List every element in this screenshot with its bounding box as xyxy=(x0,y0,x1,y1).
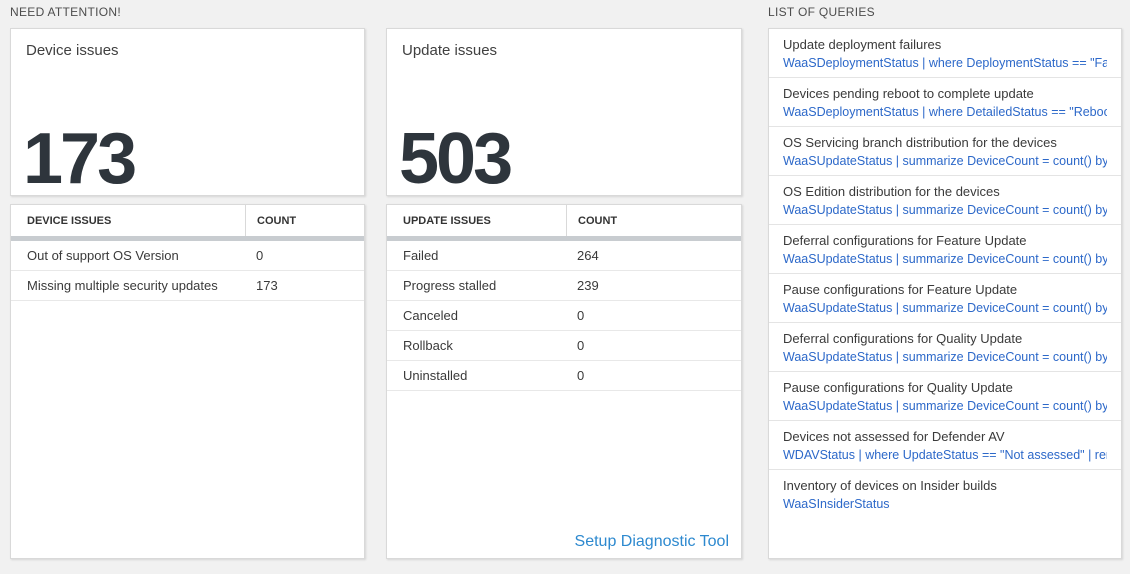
update-count-column-header: COUNT xyxy=(566,205,741,236)
device-issues-count: 173 xyxy=(23,118,137,199)
issue-label: Canceled xyxy=(403,308,458,323)
update-issues-card-title: Update issues xyxy=(402,42,498,59)
query-title: Deferral configurations for Feature Upda… xyxy=(783,233,1027,248)
issue-count: 0 xyxy=(256,248,264,263)
device-issues-column-header: DEVICE ISSUES xyxy=(27,214,112,227)
query-link[interactable]: WaaSUpdateStatus | summarize DeviceCount… xyxy=(783,154,1107,168)
query-link[interactable]: WaaSInsiderStatus xyxy=(783,497,890,511)
query-link[interactable]: WaaSUpdateStatus | summarize DeviceCount… xyxy=(783,399,1107,413)
query-title: Deferral configurations for Quality Upda… xyxy=(783,331,1023,346)
update-issues-card[interactable]: Update issues 503 xyxy=(386,28,742,196)
query-list-item[interactable]: Devices pending reboot to complete updat… xyxy=(769,78,1121,127)
device-issues-table-header: DEVICE ISSUES COUNT xyxy=(11,205,364,236)
table-row[interactable]: Out of support OS Version 0 xyxy=(11,241,364,271)
header-divider xyxy=(11,236,364,241)
query-list-item[interactable]: OS Servicing branch distribution for the… xyxy=(769,127,1121,176)
query-title: OS Servicing branch distribution for the… xyxy=(783,135,1057,150)
device-issues-card-title: Device issues xyxy=(26,42,119,59)
query-title: Pause configurations for Quality Update xyxy=(783,380,1013,395)
query-title: Devices pending reboot to complete updat… xyxy=(783,86,1034,101)
header-divider xyxy=(387,236,741,241)
query-title: Inventory of devices on Insider builds xyxy=(783,478,997,493)
issue-label: Missing multiple security updates xyxy=(27,278,218,293)
device-issues-rows: Out of support OS Version 0 Missing mult… xyxy=(11,241,364,301)
issue-label: Out of support OS Version xyxy=(27,248,179,263)
issue-label: Failed xyxy=(403,248,439,263)
query-link[interactable]: WaaSUpdateStatus | summarize DeviceCount… xyxy=(783,350,1107,364)
table-row[interactable]: Canceled 0 xyxy=(387,301,741,331)
device-issues-card[interactable]: Device issues 173 xyxy=(10,28,365,196)
query-title: Update deployment failures xyxy=(783,37,942,52)
issue-count: 173 xyxy=(256,278,278,293)
query-list-item[interactable]: Pause configurations for Quality Update … xyxy=(769,372,1121,421)
query-link[interactable]: WaaSUpdateStatus | summarize DeviceCount… xyxy=(783,252,1107,266)
query-list: Update deployment failures WaaSDeploymen… xyxy=(769,29,1121,518)
table-row[interactable]: Missing multiple security updates 173 xyxy=(11,271,364,301)
query-title: Devices not assessed for Defender AV xyxy=(783,429,1005,444)
query-title: Pause configurations for Feature Update xyxy=(783,282,1018,297)
issue-count: 264 xyxy=(577,248,599,263)
table-row[interactable]: Uninstalled 0 xyxy=(387,361,741,391)
issue-label: Progress stalled xyxy=(403,278,497,293)
update-issues-table: UPDATE ISSUES COUNT Failed 264 Progress … xyxy=(386,204,742,559)
list-of-queries-heading: LIST OF QUERIES xyxy=(768,5,875,19)
update-issues-count: 503 xyxy=(399,118,513,199)
queries-panel: Update deployment failures WaaSDeploymen… xyxy=(768,28,1122,559)
query-list-item[interactable]: Update deployment failures WaaSDeploymen… xyxy=(769,29,1121,78)
device-issues-table: DEVICE ISSUES COUNT Out of support OS Ve… xyxy=(10,204,365,559)
query-list-item[interactable]: Deferral configurations for Feature Upda… xyxy=(769,225,1121,274)
query-link[interactable]: WaaSUpdateStatus | summarize DeviceCount… xyxy=(783,203,1107,217)
issue-count: 0 xyxy=(577,368,585,383)
query-title: OS Edition distribution for the devices xyxy=(783,184,1000,199)
query-link[interactable]: WaaSUpdateStatus | summarize DeviceCount… xyxy=(783,301,1107,315)
table-row[interactable]: Progress stalled 239 xyxy=(387,271,741,301)
query-list-item[interactable]: Deferral configurations for Quality Upda… xyxy=(769,323,1121,372)
device-count-column-header: COUNT xyxy=(245,205,364,236)
table-row[interactable]: Failed 264 xyxy=(387,241,741,271)
query-link[interactable]: WaaSDeploymentStatus | where DetailedSta… xyxy=(783,105,1107,119)
query-link[interactable]: WaaSDeploymentStatus | where DeploymentS… xyxy=(783,56,1107,70)
setup-diagnostic-tool-link[interactable]: Setup Diagnostic Tool xyxy=(574,533,729,550)
query-list-item[interactable]: OS Edition distribution for the devices … xyxy=(769,176,1121,225)
update-issues-column-header: UPDATE ISSUES xyxy=(403,214,491,227)
query-list-item[interactable]: Devices not assessed for Defender AV WDA… xyxy=(769,421,1121,470)
issue-count: 0 xyxy=(577,338,585,353)
query-list-item[interactable]: Pause configurations for Feature Update … xyxy=(769,274,1121,323)
query-list-item[interactable]: Inventory of devices on Insider builds W… xyxy=(769,470,1121,518)
update-issues-rows: Failed 264 Progress stalled 239 Canceled… xyxy=(387,241,741,391)
issue-label: Uninstalled xyxy=(403,368,468,383)
issue-count: 0 xyxy=(577,308,585,323)
need-attention-heading: NEED ATTENTION! xyxy=(10,5,121,19)
issue-label: Rollback xyxy=(403,338,453,353)
query-link[interactable]: WDAVStatus | where UpdateStatus == "Not … xyxy=(783,448,1107,462)
update-issues-table-header: UPDATE ISSUES COUNT xyxy=(387,205,741,236)
table-row[interactable]: Rollback 0 xyxy=(387,331,741,361)
issue-count: 239 xyxy=(577,278,599,293)
